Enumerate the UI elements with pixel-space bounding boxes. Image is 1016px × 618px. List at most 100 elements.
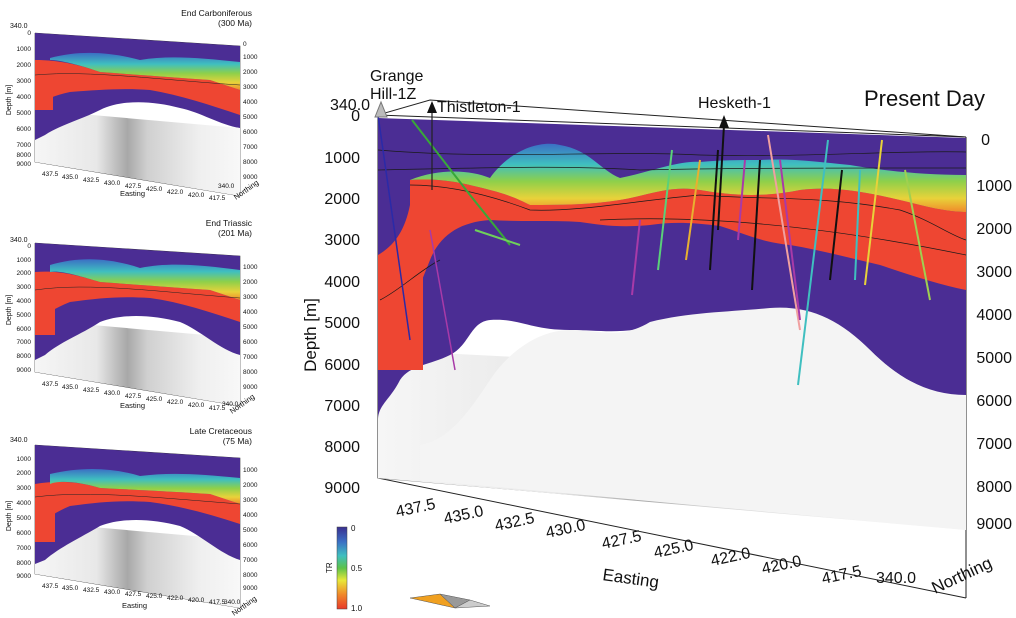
easting-tick: 435.0 xyxy=(62,384,79,391)
easting-tick: 420.0 xyxy=(188,192,205,199)
easting-tick: 430.0 xyxy=(104,589,121,596)
depth-tick: 1000 xyxy=(243,264,258,271)
easting-tick: 437.5 xyxy=(42,381,59,388)
easting-tick: 432.5 xyxy=(493,510,536,535)
depth-tick: 5000 xyxy=(243,324,258,331)
easting-tick: 435.0 xyxy=(62,585,79,592)
panel-title-line2: (201 Ma) xyxy=(218,228,252,238)
depth-tick: 4000 xyxy=(243,512,258,519)
easting-tick: 435.0 xyxy=(442,503,485,528)
panel-title-line1: End Triassic xyxy=(206,218,253,228)
small-panel-graphic xyxy=(34,32,241,197)
left-depth-tick: 2000 xyxy=(324,191,360,208)
panel-northing-tick: 340.0 xyxy=(222,401,239,408)
depth-tick: 4000 xyxy=(17,298,32,305)
panel-easting-label: Easting xyxy=(120,401,145,410)
panel-depth-label: Depth [m] xyxy=(6,295,13,325)
panel-northing-tick: 340.0 xyxy=(224,599,241,606)
depth-tick: 7000 xyxy=(17,339,32,346)
depth-tick: 4000 xyxy=(17,94,32,101)
easting-tick: 417.5 xyxy=(209,405,226,412)
easting-tick: 422.0 xyxy=(167,399,184,406)
depth-tick: 0 xyxy=(27,30,31,37)
panel-right-ticks: 1000 2000 3000 4000 5000 6000 7000 8000 … xyxy=(243,264,258,391)
depth-tick: 6000 xyxy=(243,542,258,549)
panel-easting-label: Easting xyxy=(122,601,147,610)
panel-cretaceous: Late Cretaceous (75 Ma) 340.0 Depth [m] … xyxy=(6,426,258,618)
easting-tick: 425.0 xyxy=(146,593,163,600)
depth-tick: 8000 xyxy=(243,369,258,376)
tr-tick-0: 0 xyxy=(351,524,356,533)
depth-tick: 2000 xyxy=(243,69,258,76)
panel-top-tick: 340.0 xyxy=(10,23,28,30)
depth-tick: 0 xyxy=(27,243,31,250)
depth-tick: 9000 xyxy=(243,174,258,181)
depth-tick: 7000 xyxy=(243,557,258,564)
depth-tick: 8000 xyxy=(17,560,32,567)
main-left-depth-ticks: 0 1000 2000 3000 4000 5000 6000 7000 800… xyxy=(324,108,360,497)
depth-tick: 2000 xyxy=(17,270,32,277)
easting-tick: 417.5 xyxy=(209,195,226,202)
depth-tick: 4000 xyxy=(17,500,32,507)
right-depth-tick: 5000 xyxy=(976,350,1012,367)
panel-left-ticks: 1000 2000 3000 4000 5000 6000 7000 8000 … xyxy=(17,456,32,580)
depth-tick: 5000 xyxy=(17,312,32,319)
easting-tick: 427.5 xyxy=(125,183,142,190)
depth-tick: 3000 xyxy=(243,294,258,301)
depth-tick: 1000 xyxy=(243,54,258,61)
depth-tick: 1000 xyxy=(17,257,32,264)
depth-tick: 9000 xyxy=(17,573,32,580)
tr-label: TR xyxy=(325,562,334,573)
depth-tick: 2000 xyxy=(243,279,258,286)
tr-tick-05: 0.5 xyxy=(351,564,363,573)
depth-tick: 4000 xyxy=(243,309,258,316)
depth-tick: 3000 xyxy=(17,78,32,85)
panel-right-ticks: 0 1000 2000 3000 4000 5000 6000 7000 800… xyxy=(243,41,258,181)
panel-title-line1: Late Cretaceous xyxy=(190,426,252,436)
easting-tick: 432.5 xyxy=(83,587,100,594)
depth-tick: 2000 xyxy=(17,62,32,69)
easting-tick: 432.5 xyxy=(83,387,100,394)
left-depth-tick: 3000 xyxy=(324,232,360,249)
depth-tick: 0 xyxy=(243,41,247,48)
panel-easting-label: Easting xyxy=(120,189,145,198)
depth-tick: 2000 xyxy=(17,470,32,477)
depth-tick: 4000 xyxy=(243,99,258,106)
easting-tick: 437.5 xyxy=(394,496,437,521)
depth-tick: 7000 xyxy=(243,354,258,361)
panel-title-line2: (75 Ma) xyxy=(223,436,252,446)
depth-tick: 6000 xyxy=(243,129,258,136)
right-depth-tick: 2000 xyxy=(976,221,1012,238)
depth-tick: 9000 xyxy=(243,384,258,391)
panel-top-tick: 340.0 xyxy=(10,437,28,444)
easting-tick: 420.0 xyxy=(188,402,205,409)
main-well-traces xyxy=(377,110,931,386)
tr-colorbar: 0 0.5 1.0 TR xyxy=(325,524,363,613)
left-depth-tick: 4000 xyxy=(324,274,360,291)
depth-tick: 9000 xyxy=(17,367,32,374)
main-northing-tick: 340.0 xyxy=(876,570,916,587)
left-depth-tick: 6000 xyxy=(324,357,360,374)
depth-tick: 7000 xyxy=(17,545,32,552)
easting-tick: 425.0 xyxy=(146,396,163,403)
small-panel-graphic xyxy=(34,444,241,609)
easting-tick: 435.0 xyxy=(62,174,79,181)
easting-tick: 422.0 xyxy=(167,595,184,602)
depth-tick: 3000 xyxy=(17,284,32,291)
panel-left-ticks: 0 1000 2000 3000 4000 5000 6000 7000 800… xyxy=(17,30,32,168)
left-depth-tick: 5000 xyxy=(324,315,360,332)
main-horizons xyxy=(377,149,967,301)
main-top-northing-tick: 340.0 xyxy=(330,97,370,114)
depth-tick: 8000 xyxy=(17,152,32,159)
depth-tick: 1000 xyxy=(243,467,258,474)
left-depth-tick: 1000 xyxy=(324,150,360,167)
depth-tick: 3000 xyxy=(243,497,258,504)
grange-label-line1: Grange xyxy=(370,68,423,85)
depth-tick: 8000 xyxy=(17,353,32,360)
panel-triassic: End Triassic (201 Ma) 340.0 Depth [m] 0 … xyxy=(6,218,258,416)
easting-tick: 430.0 xyxy=(544,517,587,542)
main-rainbow-band xyxy=(410,143,966,212)
right-depth-tick: 7000 xyxy=(976,436,1012,453)
easting-tick: 437.5 xyxy=(42,171,59,178)
depth-tick: 9000 xyxy=(17,161,32,168)
